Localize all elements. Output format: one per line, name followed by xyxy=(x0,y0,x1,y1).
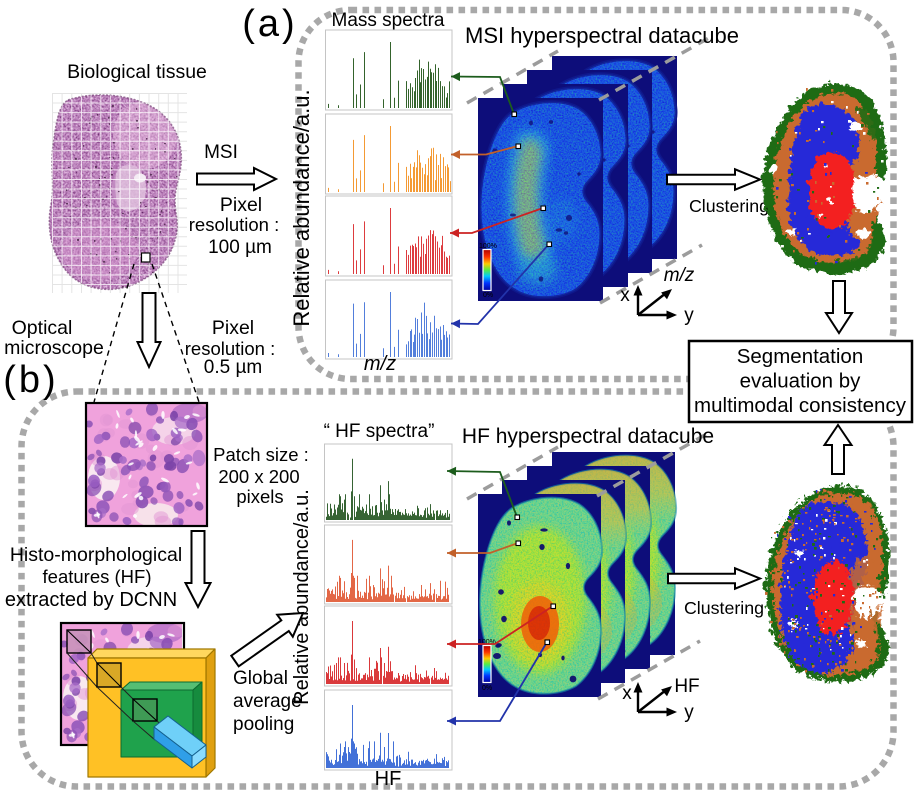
svg-text:y: y xyxy=(684,305,694,326)
svg-text:m/z: m/z xyxy=(664,265,695,286)
svg-text:“ HF spectra”: “ HF spectra” xyxy=(324,421,435,442)
svg-text:multimodal consistency: multimodal consistency xyxy=(694,394,907,417)
svg-text:MSI: MSI xyxy=(204,142,238,163)
svg-text:0%: 0% xyxy=(483,292,493,299)
svg-text:200 x 200: 200 x 200 xyxy=(218,466,299,487)
svg-text:Mass spectra: Mass spectra xyxy=(332,10,445,31)
svg-text:Biological tissue: Biological tissue xyxy=(67,61,207,83)
svg-text:Optical: Optical xyxy=(12,317,73,339)
svg-text:m/z: m/z xyxy=(364,353,396,375)
svg-text:Pixel: Pixel xyxy=(220,194,262,216)
svg-text:pixels: pixels xyxy=(236,486,283,507)
svg-text:x: x xyxy=(620,285,630,306)
svg-text:Histo-morphological: Histo-morphological xyxy=(10,544,182,566)
svg-text:resolution :: resolution : xyxy=(185,338,276,359)
svg-text:microscope: microscope xyxy=(4,337,104,359)
svg-text:x: x xyxy=(622,683,632,704)
svg-text:Patch size :: Patch size : xyxy=(213,444,309,465)
svg-text:Clustering: Clustering xyxy=(689,196,769,216)
svg-text:Global: Global xyxy=(233,668,288,689)
svg-text:HF: HF xyxy=(674,676,699,697)
svg-text:Relative abundance/a.u.: Relative abundance/a.u. xyxy=(289,89,314,326)
svg-text:Pixel: Pixel xyxy=(212,317,254,339)
svg-text:0.5 µm: 0.5 µm xyxy=(204,357,262,378)
svg-text:Relative abundance/a.u.: Relative abundance/a.u. xyxy=(291,489,313,705)
svg-text:Clustering: Clustering xyxy=(684,598,764,618)
svg-text:pooling: pooling xyxy=(233,714,294,735)
svg-text:Segmentation: Segmentation xyxy=(737,345,864,368)
svg-text:(a): (a) xyxy=(242,3,297,45)
svg-text:average: average xyxy=(233,691,302,712)
svg-text:evaluation by: evaluation by xyxy=(740,370,862,393)
svg-text:resolution :: resolution : xyxy=(189,214,280,235)
svg-text:100 µm: 100 µm xyxy=(208,237,272,258)
svg-text:features (HF): features (HF) xyxy=(43,566,152,587)
svg-text:extracted by DCNN: extracted by DCNN xyxy=(5,589,177,611)
svg-text:100%: 100% xyxy=(478,639,496,646)
svg-text:0%: 0% xyxy=(482,685,492,692)
svg-text:(b): (b) xyxy=(3,359,58,401)
svg-text:HF hyperspectral datacube: HF hyperspectral datacube xyxy=(462,425,714,448)
svg-text:y: y xyxy=(684,702,694,723)
svg-text:100%: 100% xyxy=(479,243,497,250)
svg-text:HF: HF xyxy=(375,768,402,790)
svg-text:MSI hyperspectral datacube: MSI hyperspectral datacube xyxy=(465,23,739,48)
